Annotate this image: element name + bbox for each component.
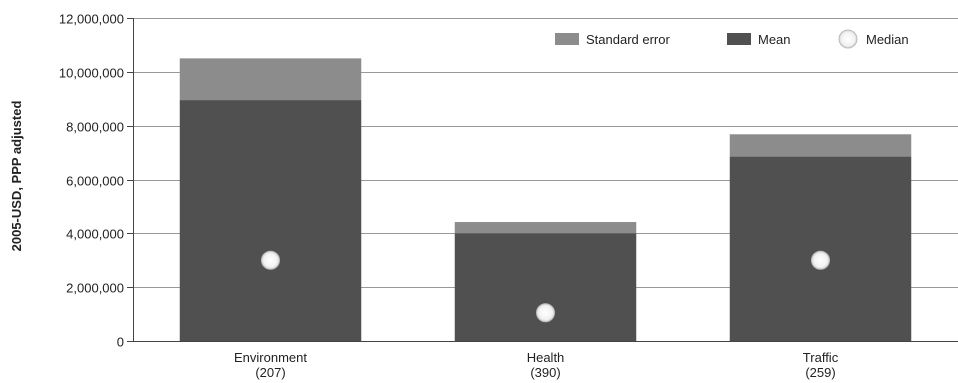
bar-mean [179,100,362,342]
median-marker [811,250,830,270]
bar-mean [729,156,912,341]
median-marker [536,303,555,323]
legend-label: Mean [758,32,791,47]
x-category-count: (259) [805,365,835,380]
legend-swatch [727,33,751,45]
legend-label: Median [866,32,909,47]
median-marker [261,250,280,270]
bar-standard-error [179,58,362,101]
bar-standard-error [454,222,637,234]
y-tick-label: 8,000,000 [66,120,124,135]
legend-label: Standard error [586,32,670,47]
x-category-label: Health [527,350,565,365]
legend-median-marker [838,29,858,49]
bar-mean [454,233,637,341]
x-category-labels: Environment(207) Health(390) Traffic(259) [234,350,839,380]
x-category-label: Environment [234,350,307,365]
y-tick-label: 4,000,000 [66,227,124,242]
y-tick-label: 2,000,000 [66,281,124,296]
x-category-count: (207) [255,365,285,380]
y-tick-label: 0 [117,335,124,350]
y-tick-label: 6,000,000 [66,174,124,189]
bar-standard-error [729,134,912,157]
x-category-label: Traffic [803,350,839,365]
y-tick-labels: 0 2,000,000 4,000,000 6,000,000 8,000,000 10,… [59,12,124,350]
y-tick-label: 12,000,000 [59,12,124,27]
legend-swatch [555,33,579,45]
y-axis-title: 2005-USD, PPP adjusted [9,101,24,252]
x-category-count: (390) [530,365,560,380]
legend: Standard error Mean Median [555,29,909,49]
y-tick-label: 10,000,000 [59,66,124,81]
bars [179,58,912,342]
axes [127,18,958,342]
